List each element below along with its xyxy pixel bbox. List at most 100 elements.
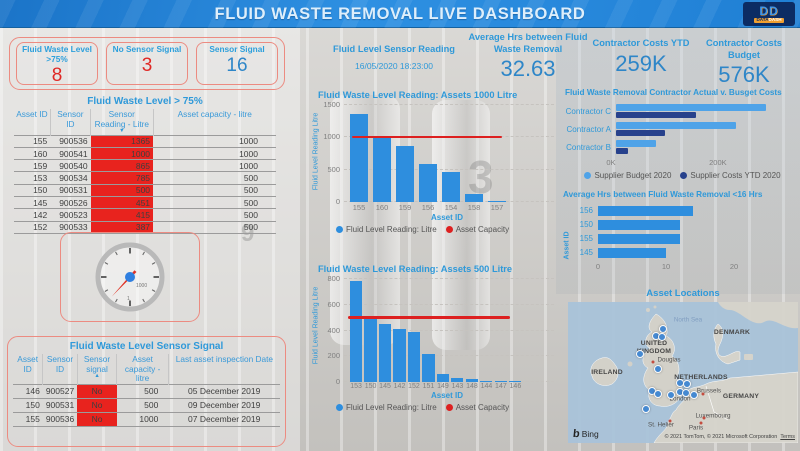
bar-155[interactable]: [350, 113, 368, 202]
asset-location-dot[interactable]: [658, 333, 666, 341]
table-header-row: Asset ID Sensor ID Sensor Reading - Litre ▼…: [14, 109, 276, 136]
kpi-sensor-signal[interactable]: Sensor Signal 16: [196, 42, 278, 85]
column-header-label: Last asset inspection Date: [175, 354, 274, 364]
bar-158[interactable]: [465, 193, 483, 202]
category-label: 155: [579, 234, 593, 244]
gridline: [344, 303, 554, 305]
table-row[interactable]: 155 900536 No 1000 07 December 2019: [13, 411, 280, 427]
bar-142[interactable]: [393, 328, 406, 382]
gridline: [344, 381, 554, 382]
table-row[interactable]: 150 900531 No 500 09 December 2019: [13, 397, 280, 413]
gauge-tick: [142, 251, 145, 256]
legend-item-budget: Supplier Budget 2020: [584, 171, 671, 180]
sensor-gauge[interactable]: 1000 1: [92, 239, 168, 315]
asset-location-dot[interactable]: [654, 365, 662, 373]
stat-average-hrs: Average Hrs between Fluid Waste Removal …: [458, 32, 598, 82]
table-row[interactable]: 153 900534 785 500: [14, 171, 276, 185]
asset-location-dot[interactable]: [642, 405, 650, 413]
gauge-tick: [142, 298, 145, 303]
asset-location-dot[interactable]: [659, 325, 667, 333]
table-row[interactable]: 146 900527 No 500 05 December 2019: [13, 383, 280, 399]
kpi-no-sensor-signal[interactable]: No Sensor Signal 3: [106, 42, 188, 85]
background-tint: [556, 28, 800, 294]
costs-bar[interactable]: [616, 130, 666, 136]
column-header[interactable]: Asset capacity - litre: [116, 354, 169, 385]
bar-147[interactable]: [494, 380, 507, 382]
legend-label: Fluid Level Reading: Litre: [346, 225, 437, 234]
city-dot: [668, 419, 672, 423]
map-label-paris: Paris: [688, 424, 704, 432]
table-title: Fluid Waste Level > 75%: [87, 96, 203, 107]
table-row[interactable]: 159 900540 865 1000: [14, 159, 276, 172]
legend-item-capacity: Asset Capacity: [445, 403, 509, 412]
bar-track: [598, 234, 768, 244]
column-header[interactable]: Sensor ID: [42, 354, 78, 385]
bar-145[interactable]: [378, 323, 392, 382]
bar-146[interactable]: [509, 381, 522, 382]
bar-144[interactable]: [480, 380, 493, 382]
asset-location-dot[interactable]: [682, 389, 690, 397]
hours-bar[interactable]: [598, 234, 680, 244]
city-dot: [702, 416, 706, 420]
bars-group: [344, 105, 554, 202]
budget-bar[interactable]: [616, 122, 736, 129]
budget-bar[interactable]: [616, 104, 766, 111]
kpi-fluid-waste-level[interactable]: Fluid Waste Level >75% 8: [16, 42, 98, 86]
bar-159[interactable]: [396, 146, 414, 202]
column-header[interactable]: Asset ID: [13, 354, 43, 384]
asset-location-dot[interactable]: [667, 391, 675, 399]
table-cell: 146: [13, 383, 43, 399]
bar-151[interactable]: [422, 353, 435, 382]
bar-148[interactable]: [465, 379, 478, 382]
map-canvas[interactable]: b Bing © 2021 TomTom, © 2021 Microsoft Co…: [568, 302, 798, 443]
budget-bar[interactable]: [616, 140, 657, 147]
column-header[interactable]: Asset ID: [14, 109, 50, 135]
bar-150[interactable]: [364, 317, 377, 382]
table-row[interactable]: 150 900531 500 500: [14, 183, 276, 197]
bar-156[interactable]: [419, 164, 437, 202]
terms-link[interactable]: Terms: [780, 434, 795, 440]
table-cell: 387: [90, 220, 154, 234]
bar-157[interactable]: [488, 201, 506, 202]
asset-location-dot[interactable]: [654, 390, 662, 398]
hours-bar[interactable]: [598, 220, 680, 230]
asset-location-dot[interactable]: [690, 391, 698, 399]
chart-title: Fluid Waste Removal Contractor Actual v.…: [565, 88, 782, 97]
y-tick-label: 0: [335, 377, 340, 386]
table-cell: 900523: [50, 208, 91, 222]
table-row[interactable]: 142 900523 415 500: [14, 208, 276, 222]
bar-153[interactable]: [350, 280, 363, 382]
table-row[interactable]: 160 900541 1000 1000: [14, 146, 276, 160]
table-cell: 500: [153, 208, 276, 222]
column-header[interactable]: Asset capacity - litre: [152, 109, 276, 136]
hours-bar[interactable]: [598, 248, 666, 258]
bar-152[interactable]: [407, 332, 421, 382]
costs-bar[interactable]: [616, 112, 697, 118]
y-tick-label: 0: [335, 197, 340, 206]
table-row[interactable]: 145 900526 451 500: [14, 196, 276, 209]
column-header[interactable]: Sensor signal ▲: [76, 354, 117, 385]
costs-bar[interactable]: [616, 148, 628, 154]
bar-143[interactable]: [451, 378, 464, 382]
table-cell: 415: [90, 208, 154, 222]
column-header[interactable]: Last asset inspection Date: [167, 354, 280, 385]
bar-149[interactable]: [436, 374, 449, 382]
gauge-tick: [151, 262, 156, 265]
gauge-min-label: 1: [127, 296, 130, 302]
bing-b-icon: b: [572, 428, 581, 440]
column-header[interactable]: Sensor ID: [49, 109, 91, 136]
asset-location-dot[interactable]: [683, 380, 691, 388]
map-label-netherlands: NETHERLANDS: [674, 374, 728, 382]
city-dot: [699, 421, 703, 425]
capacity-line: [352, 135, 502, 139]
table-cell: 500: [116, 383, 169, 399]
asset-location-dot[interactable]: [636, 350, 644, 358]
gauge-tick: [151, 289, 156, 292]
column-header[interactable]: Sensor Reading - Litre ▼: [90, 109, 154, 136]
table-row[interactable]: 155 900536 1365 1000: [14, 134, 276, 148]
hours-bar[interactable]: [598, 206, 694, 216]
bing-logo[interactable]: b Bing: [572, 428, 598, 440]
bar-154[interactable]: [442, 172, 460, 202]
bar-160[interactable]: [373, 137, 391, 202]
table-cell: No: [77, 383, 117, 399]
